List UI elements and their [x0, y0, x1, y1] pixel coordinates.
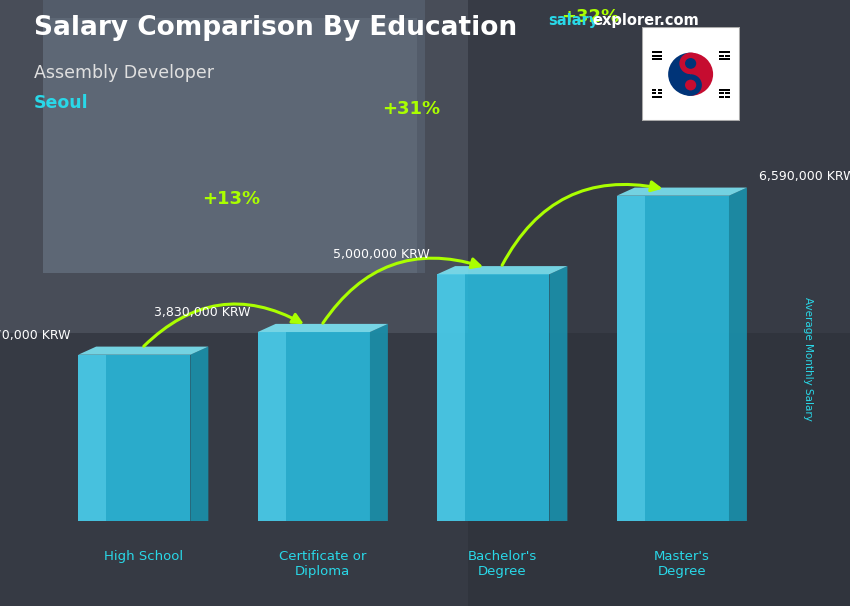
- Polygon shape: [617, 196, 645, 521]
- Polygon shape: [617, 188, 747, 196]
- Bar: [42, 18, 230, 273]
- Polygon shape: [437, 266, 568, 275]
- Polygon shape: [729, 188, 747, 521]
- Polygon shape: [258, 332, 370, 521]
- Bar: [719, 55, 723, 57]
- FancyBboxPatch shape: [642, 27, 740, 121]
- Text: salary: salary: [548, 13, 598, 28]
- Polygon shape: [437, 275, 549, 521]
- Bar: [725, 55, 729, 57]
- Polygon shape: [437, 275, 465, 521]
- Polygon shape: [258, 332, 286, 521]
- Polygon shape: [78, 347, 208, 355]
- Text: 5,000,000 KRW: 5,000,000 KRW: [333, 248, 430, 261]
- Text: 3,370,000 KRW: 3,370,000 KRW: [0, 328, 71, 342]
- Bar: [725, 96, 729, 98]
- FancyArrowPatch shape: [144, 304, 301, 346]
- Polygon shape: [258, 324, 388, 332]
- Bar: [658, 92, 662, 95]
- Circle shape: [679, 53, 702, 75]
- Wedge shape: [690, 53, 713, 96]
- Bar: [719, 96, 723, 98]
- Circle shape: [685, 79, 696, 90]
- Bar: [0, 333, 850, 606]
- Circle shape: [685, 58, 696, 69]
- Text: +13%: +13%: [202, 190, 261, 208]
- Bar: [651, 58, 662, 60]
- Bar: [719, 58, 729, 60]
- Text: Assembly Developer: Assembly Developer: [34, 64, 214, 82]
- Bar: [651, 51, 662, 53]
- Text: +31%: +31%: [382, 100, 440, 118]
- Bar: [658, 88, 662, 91]
- Text: Bachelor's
Degree: Bachelor's Degree: [468, 550, 537, 579]
- Bar: [719, 51, 729, 53]
- FancyArrowPatch shape: [502, 182, 660, 265]
- Text: High School: High School: [104, 550, 183, 564]
- Text: 3,830,000 KRW: 3,830,000 KRW: [154, 306, 250, 319]
- Bar: [719, 88, 729, 91]
- Text: Salary Comparison By Education: Salary Comparison By Education: [34, 15, 517, 41]
- Bar: [230, 18, 416, 273]
- Text: explorer.com: explorer.com: [592, 13, 700, 28]
- Text: Average Monthly Salary: Average Monthly Salary: [803, 296, 813, 421]
- FancyArrowPatch shape: [323, 258, 480, 323]
- Polygon shape: [190, 347, 208, 521]
- Polygon shape: [549, 266, 568, 521]
- Bar: [651, 88, 656, 91]
- Bar: [42, 0, 425, 273]
- Bar: [468, 0, 850, 606]
- Wedge shape: [668, 53, 690, 96]
- Circle shape: [679, 74, 702, 96]
- Bar: [651, 55, 662, 57]
- Bar: [651, 96, 662, 98]
- Polygon shape: [370, 324, 388, 521]
- Bar: [719, 92, 723, 95]
- Polygon shape: [617, 196, 729, 521]
- Text: 6,590,000 KRW: 6,590,000 KRW: [759, 170, 850, 182]
- Text: Master's
Degree: Master's Degree: [654, 550, 710, 579]
- Polygon shape: [78, 355, 106, 521]
- Bar: [725, 92, 729, 95]
- Text: Seoul: Seoul: [34, 94, 88, 112]
- Text: Certificate or
Diploma: Certificate or Diploma: [279, 550, 366, 579]
- Text: +32%: +32%: [562, 8, 620, 27]
- Bar: [651, 92, 656, 95]
- Polygon shape: [78, 355, 190, 521]
